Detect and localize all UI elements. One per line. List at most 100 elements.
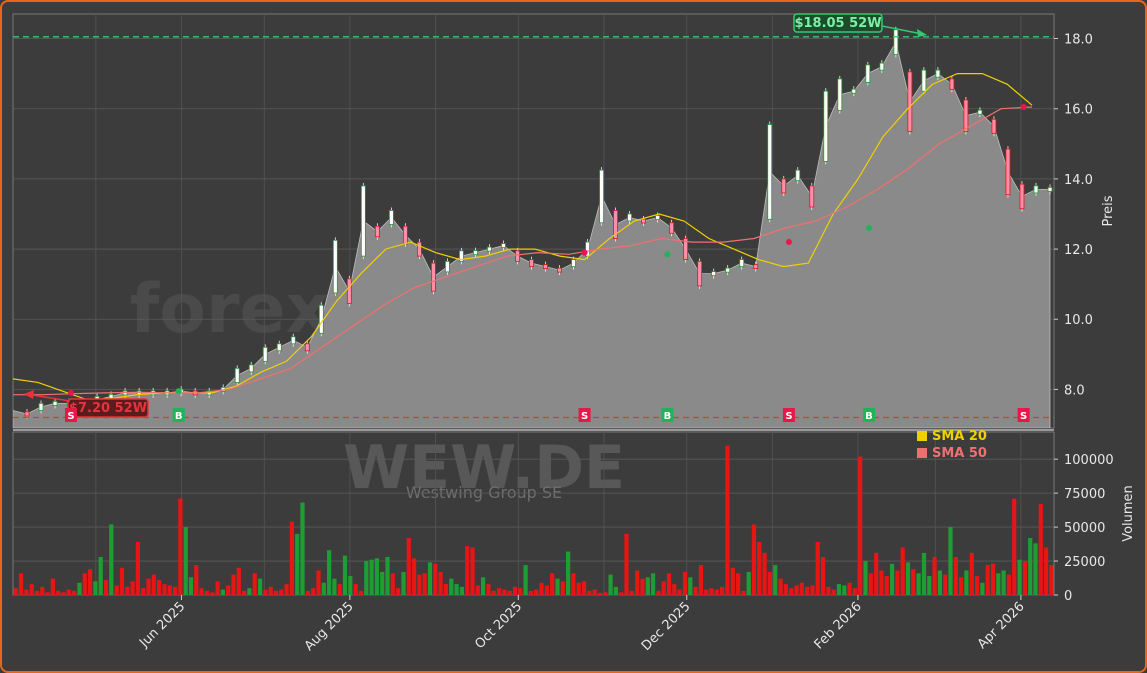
volume-bar: [921, 552, 927, 595]
signal-badge: [1017, 408, 1030, 422]
signal-dot: [175, 388, 182, 395]
volume-bar: [273, 590, 279, 595]
volume-bar: [146, 578, 151, 595]
signal-badge: [172, 408, 185, 422]
candle: [276, 343, 282, 352]
candle: [346, 278, 352, 304]
volume-bar: [82, 573, 87, 595]
volume-bar: [438, 571, 443, 595]
candle: [557, 267, 562, 273]
low-52w-arrowhead: [24, 390, 34, 399]
candle: [304, 343, 310, 352]
volume-bar: [1038, 504, 1043, 595]
volume-bar: [677, 589, 682, 595]
volume-bar: [959, 577, 964, 595]
volume-bar: [1028, 538, 1033, 595]
candle: [613, 210, 618, 239]
candle: [865, 64, 871, 83]
volume-bar: [1012, 498, 1017, 595]
signal-label: B: [175, 411, 183, 422]
volume-bar: [1017, 559, 1022, 595]
volume-bar: [449, 578, 454, 595]
volume-bar: [539, 582, 544, 595]
watermark-ticker: WEW.DE: [343, 433, 625, 503]
low-52w-arrow: [31, 394, 71, 402]
volume-bar: [465, 546, 470, 595]
signal-label: B: [664, 411, 672, 422]
volume-bar: [268, 586, 273, 595]
candle: [38, 403, 44, 411]
volume-bar: [751, 524, 757, 595]
candle: [823, 90, 829, 162]
x-tick-label: Dec 2025: [639, 599, 694, 654]
volume-bar: [188, 577, 194, 595]
x-tick-label: Aug 2025: [302, 599, 357, 654]
candle: [753, 264, 759, 270]
volume-bar: [40, 586, 45, 595]
volume-bar: [879, 570, 884, 595]
candle: [416, 241, 422, 257]
volume-bar: [847, 582, 852, 595]
volume-bar: [427, 562, 433, 595]
volume-bar: [581, 581, 587, 595]
volume-bar: [125, 586, 130, 595]
volume-bar: [406, 538, 411, 595]
candle: [879, 62, 885, 71]
signal-dot: [581, 249, 588, 256]
volume-bar: [783, 584, 788, 595]
volume-bar: [358, 590, 364, 595]
volume-bar: [13, 588, 18, 595]
volume-bar: [412, 558, 417, 595]
high-52w-label-box: [793, 13, 883, 33]
candle: [1005, 148, 1011, 196]
volume-bar: [842, 585, 847, 595]
price-tick-label: 10.0: [1064, 313, 1093, 328]
candle: [360, 185, 366, 257]
candle: [781, 178, 787, 194]
volume-bar: [364, 561, 369, 595]
volume-bar: [332, 578, 337, 595]
candle: [977, 109, 983, 115]
volume-bar: [1049, 565, 1054, 595]
signal-badge: [578, 408, 591, 422]
volume-bar: [77, 582, 82, 595]
price-tick-label: 14.0: [1064, 173, 1093, 188]
volume-bar: [72, 590, 77, 595]
volume-bar: [491, 590, 496, 595]
volume-bar: [805, 586, 810, 595]
volume-bar: [199, 588, 204, 595]
volume-bar: [311, 588, 316, 595]
volume-bar: [767, 571, 772, 595]
volume-bar: [258, 578, 263, 595]
volume-bar: [34, 590, 40, 595]
signal-badge: [64, 408, 77, 422]
volume-bar: [714, 589, 719, 595]
volume-bar: [656, 590, 661, 595]
volume-bar: [284, 584, 289, 595]
volume-bar: [119, 567, 125, 595]
volume-bar: [661, 581, 666, 595]
volume-bar: [194, 565, 199, 595]
volume-bar: [789, 588, 794, 595]
volume-bar: [66, 589, 71, 595]
volume-bar: [173, 586, 178, 595]
volume-bar: [619, 592, 624, 595]
candle: [725, 267, 731, 273]
candle: [487, 246, 492, 252]
volume-bar: [571, 573, 576, 595]
candle: [711, 271, 717, 277]
volume-axis-label: Volumen: [1121, 485, 1136, 542]
volume-bar: [481, 577, 486, 595]
signal-dot: [785, 239, 792, 246]
volume-tick-label: 100000: [1064, 453, 1114, 468]
price-axis-label: Preis: [1101, 195, 1116, 226]
price-area: [13, 41, 1051, 428]
volume-bar: [953, 557, 958, 595]
candle: [907, 71, 913, 132]
volume-bar: [1044, 547, 1049, 595]
volume-bar: [911, 569, 916, 595]
volume-bar: [183, 527, 188, 595]
